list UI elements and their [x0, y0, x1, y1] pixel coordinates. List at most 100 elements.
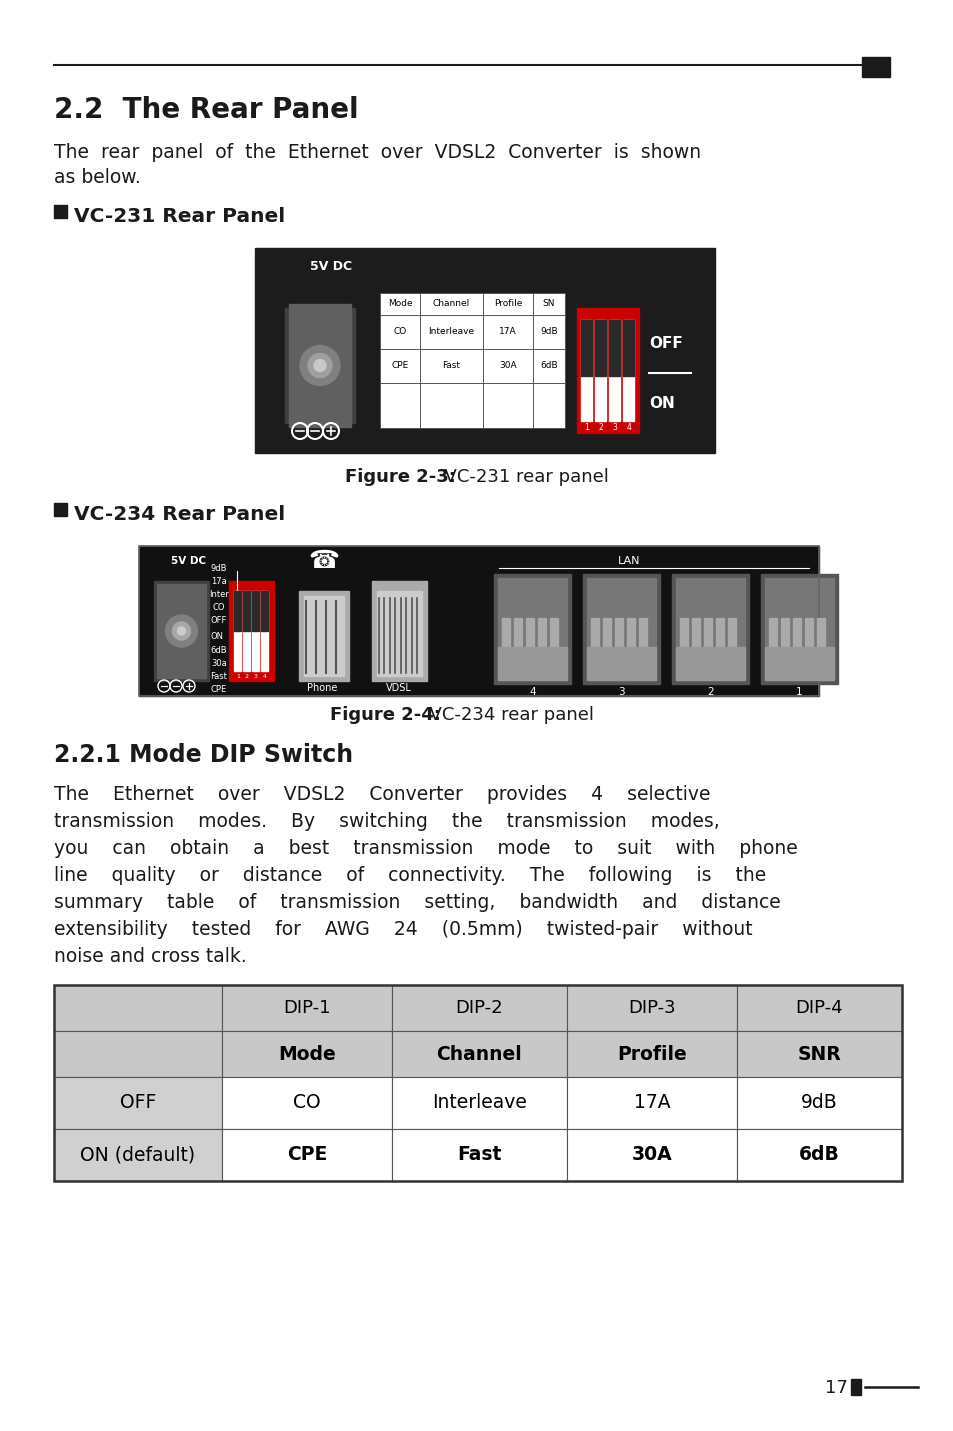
Bar	[392, 1129, 566, 1181]
Text: Channel: Channel	[433, 299, 470, 309]
Bar	[222, 1078, 392, 1129]
Bar	[581, 321, 592, 421]
Circle shape	[165, 615, 197, 647]
Text: DIP-3: DIP-3	[627, 999, 675, 1017]
Bar	[609, 321, 619, 421]
Text: VDSL: VDSL	[386, 683, 412, 693]
Text: DIP-2: DIP-2	[456, 999, 503, 1017]
Circle shape	[172, 622, 191, 640]
Text: VC-234 rear panel: VC-234 rear panel	[417, 705, 594, 724]
Bar	[691, 618, 700, 678]
Bar	[676, 647, 744, 680]
Text: 6dB: 6dB	[211, 645, 227, 655]
Text: 17: 17	[824, 1379, 847, 1397]
Bar	[222, 1030, 392, 1078]
Bar	[586, 647, 656, 680]
Circle shape	[314, 359, 326, 372]
Bar	[550, 618, 558, 678]
Text: CPE: CPE	[391, 362, 408, 371]
Bar	[253, 591, 259, 671]
Bar	[623, 321, 634, 421]
Bar	[304, 595, 344, 675]
Text: SN: SN	[542, 299, 555, 309]
Bar	[54, 985, 901, 1181]
Bar	[153, 581, 209, 681]
Bar	[727, 618, 735, 678]
Bar	[602, 618, 610, 678]
Text: VC-231 Rear Panel: VC-231 Rear Panel	[74, 207, 285, 226]
Bar	[254, 248, 714, 454]
Text: ON: ON	[648, 395, 674, 411]
Text: Figure 2-4:: Figure 2-4:	[330, 705, 440, 724]
Bar	[139, 547, 818, 695]
Bar	[229, 581, 274, 681]
Bar	[581, 321, 592, 375]
Bar	[577, 308, 639, 434]
Text: CO: CO	[393, 328, 406, 336]
Text: OFF: OFF	[648, 335, 682, 351]
Text: 1: 1	[584, 422, 589, 432]
Bar	[703, 618, 711, 678]
Bar	[566, 985, 737, 1030]
Bar	[243, 591, 251, 671]
Bar	[679, 618, 687, 678]
Bar	[566, 1129, 737, 1181]
Bar	[768, 618, 776, 678]
Text: The    Ethernet    over    VDSL2    Converter    provides    4    selective: The Ethernet over VDSL2 Converter provid…	[54, 786, 710, 804]
Bar	[54, 1030, 222, 1078]
Bar	[781, 618, 788, 678]
Bar	[298, 591, 349, 681]
Circle shape	[177, 627, 185, 635]
Text: Fast: Fast	[442, 362, 460, 371]
Bar	[676, 578, 744, 680]
Text: 1: 1	[796, 687, 802, 697]
Bar	[737, 1078, 901, 1129]
Bar	[222, 1129, 392, 1181]
Text: ON (default): ON (default)	[80, 1145, 195, 1165]
Text: 4: 4	[529, 687, 536, 697]
Text: Interleave: Interleave	[432, 1093, 526, 1112]
Bar	[501, 618, 510, 678]
Bar	[494, 574, 571, 684]
Text: 17A: 17A	[633, 1093, 670, 1112]
Text: 3: 3	[612, 422, 617, 432]
Bar	[261, 591, 268, 631]
Text: 6dB: 6dB	[799, 1145, 839, 1165]
Text: Mode: Mode	[387, 299, 412, 309]
Text: OFF: OFF	[120, 1093, 156, 1112]
Bar	[234, 591, 241, 631]
Bar	[595, 321, 606, 375]
Text: DIP-4: DIP-4	[795, 999, 842, 1017]
Bar	[595, 321, 606, 421]
Circle shape	[299, 345, 339, 385]
Bar	[586, 578, 656, 680]
Bar	[54, 504, 67, 517]
Bar	[566, 1030, 737, 1078]
Bar	[514, 618, 521, 678]
Text: 6dB: 6dB	[539, 362, 558, 371]
Text: 9dB: 9dB	[211, 564, 227, 572]
Bar	[372, 581, 427, 681]
Text: as below.: as below.	[54, 167, 141, 187]
Bar	[285, 308, 355, 424]
Text: The  rear  panel  of  the  Ethernet  over  VDSL2  Converter  is  shown: The rear panel of the Ethernet over VDSL…	[54, 143, 700, 162]
Text: 17a: 17a	[211, 577, 227, 587]
Text: 3: 3	[253, 674, 257, 678]
Text: 2.2  The Rear Panel: 2.2 The Rear Panel	[54, 96, 358, 124]
Bar	[497, 647, 566, 680]
Bar	[54, 985, 222, 1030]
Bar	[862, 57, 889, 77]
Bar	[525, 618, 534, 678]
Bar	[379, 293, 564, 428]
Text: 4: 4	[263, 674, 267, 678]
Text: ON: ON	[211, 633, 224, 641]
Bar	[582, 574, 659, 684]
Bar	[737, 985, 901, 1030]
Bar	[590, 618, 598, 678]
Text: CPE: CPE	[211, 685, 227, 694]
Text: DIP-1: DIP-1	[283, 999, 331, 1017]
Text: Profile: Profile	[617, 1045, 686, 1063]
Bar	[392, 1030, 566, 1078]
Bar	[804, 618, 812, 678]
Bar	[392, 1078, 566, 1129]
